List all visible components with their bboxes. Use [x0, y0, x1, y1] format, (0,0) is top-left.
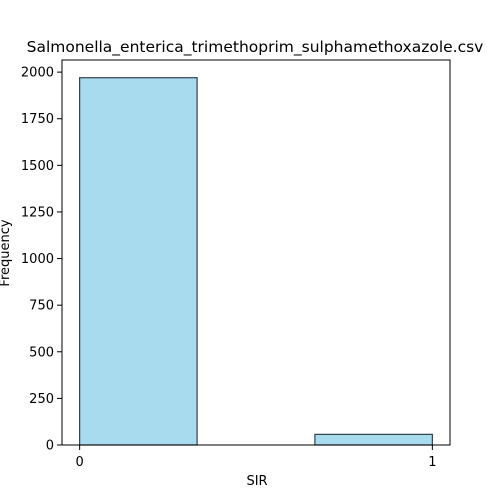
plot-frame: [61, 59, 451, 446]
histogram-bar-0: [79, 77, 198, 446]
plot-border: [61, 59, 451, 446]
y-tick-label-5: 1250: [21, 205, 54, 220]
y-tick-label-7: 1750: [21, 112, 54, 127]
y-tick-label-0: 0: [46, 439, 54, 454]
x-tick-label-0: 0: [75, 455, 83, 470]
x-axis-title: SIR: [246, 474, 267, 489]
y-tick-label-6: 1500: [21, 159, 54, 174]
y-tick-label-4: 1000: [21, 252, 54, 267]
bars-layer: [79, 77, 433, 446]
y-axis-title: Frequency: [0, 219, 13, 286]
x-tick-label-1: 1: [428, 455, 436, 470]
y-tick-label-2: 500: [29, 345, 54, 360]
y-tick-label-1: 250: [29, 392, 54, 407]
y-tick-label-3: 750: [29, 299, 54, 314]
chart-title: Salmonella_enterica_trimethoprim_sulpham…: [27, 38, 484, 57]
y-axis-ticks: 0 250 500 750 1000 1250 1500 1750 2000: [21, 66, 62, 454]
y-tick-label-8: 2000: [21, 66, 54, 81]
histogram-bar-1: [314, 433, 433, 446]
